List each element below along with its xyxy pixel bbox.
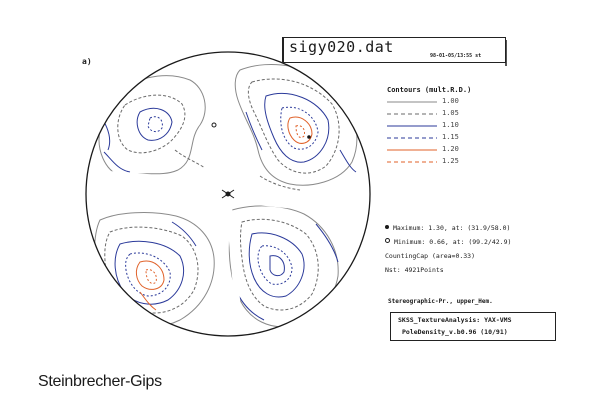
legend-row: 1.15: [387, 133, 507, 145]
analysis-version: PoleDensity_v.b0.96 (10/91): [402, 328, 508, 336]
minimum-text: Minimum: 0.66, at: (99.2/42.9): [394, 238, 512, 246]
legend-row: 1.20: [387, 145, 507, 157]
minimum-stat: Minimum: 0.66, at: (99.2/42.9): [385, 238, 511, 246]
analysis-box: [390, 312, 556, 341]
stereonet-outline: [85, 51, 371, 337]
file-name-box: [282, 37, 506, 63]
point-count: Nst: 4921Points: [385, 266, 444, 274]
legend-value: 1.25: [442, 157, 459, 165]
maximum-text: Maximum: 1.30, at: (31.9/58.0): [393, 224, 511, 232]
file-name: sigy020.dat: [289, 38, 394, 56]
maximum-stat: Maximum: 1.30, at: (31.9/58.0): [385, 224, 510, 232]
projection-label: Stereographic-Pr., upper_Hem.: [388, 298, 493, 305]
contour-cluster-lower-right: [228, 205, 339, 328]
net-center-marker: [221, 189, 235, 199]
file-timestamp: 98-01-05/13:55 st: [430, 53, 482, 59]
figure-caption: Steinbrecher-Gips: [38, 373, 162, 390]
maximum-marker: [307, 135, 311, 139]
minimum-marker: [211, 122, 217, 128]
open-circle-icon: [385, 238, 390, 243]
legend-row: 1.10: [387, 121, 507, 133]
contour-cluster-lower-left: [93, 212, 215, 327]
filled-dot-icon: [385, 225, 389, 229]
contour-cluster-upper-left: [98, 75, 206, 177]
legend-value: 1.15: [442, 133, 459, 141]
contour-cluster-upper-right: [234, 64, 358, 191]
panel-label: a): [82, 57, 92, 66]
legend-value: 1.10: [442, 121, 459, 129]
legend-value: 1.05: [442, 109, 459, 117]
legend-row: 1.05: [387, 109, 507, 121]
legend-line-samples: [387, 101, 437, 163]
legend-value: 1.20: [442, 145, 459, 153]
legend-value: 1.00: [442, 97, 459, 105]
legend-title: Contours (mult.R.D.): [387, 86, 472, 94]
counting-cap: CountingCap (area=0.33): [385, 252, 476, 260]
analysis-program: SKSS_TextureAnalysis: YAX-VMS: [398, 316, 512, 324]
legend-row: 1.00: [387, 97, 507, 109]
legend-row: 1.25: [387, 157, 507, 169]
